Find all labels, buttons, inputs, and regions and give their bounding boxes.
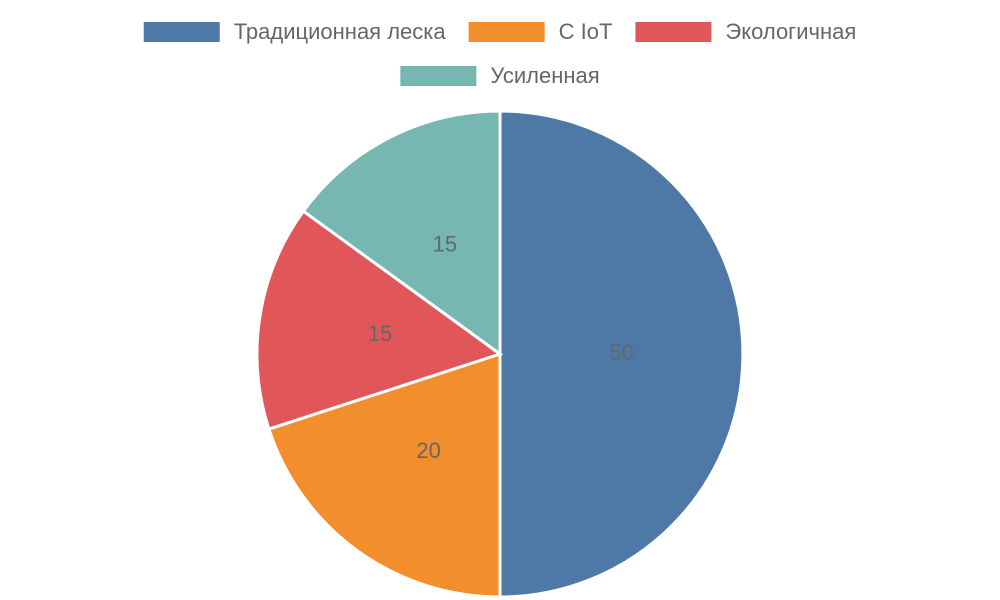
pie-slice xyxy=(301,109,502,357)
pie-slice xyxy=(267,351,502,599)
legend-item[interactable]: С IoT xyxy=(468,19,613,44)
legend-item[interactable]: Усиленная xyxy=(400,63,600,88)
data-label: 20 xyxy=(416,438,440,463)
legend-label: Экологичная xyxy=(725,19,856,44)
data-label: 50 xyxy=(609,340,633,365)
data-label: 15 xyxy=(433,232,457,257)
legend-item[interactable]: Экологичная xyxy=(635,19,856,44)
pie-slice xyxy=(255,209,504,431)
legend-label: Усиленная xyxy=(490,63,599,88)
legend-swatch xyxy=(143,22,220,42)
legend-swatch xyxy=(635,22,712,42)
legend-item[interactable]: Традиционная леска xyxy=(143,19,447,44)
legend-label: Традиционная леска xyxy=(234,19,447,44)
data-label: 15 xyxy=(368,321,392,346)
legend-swatch xyxy=(468,22,545,42)
legend-swatch xyxy=(400,66,477,86)
pie-slice xyxy=(498,109,745,599)
legend-label: С IoT xyxy=(559,19,613,44)
